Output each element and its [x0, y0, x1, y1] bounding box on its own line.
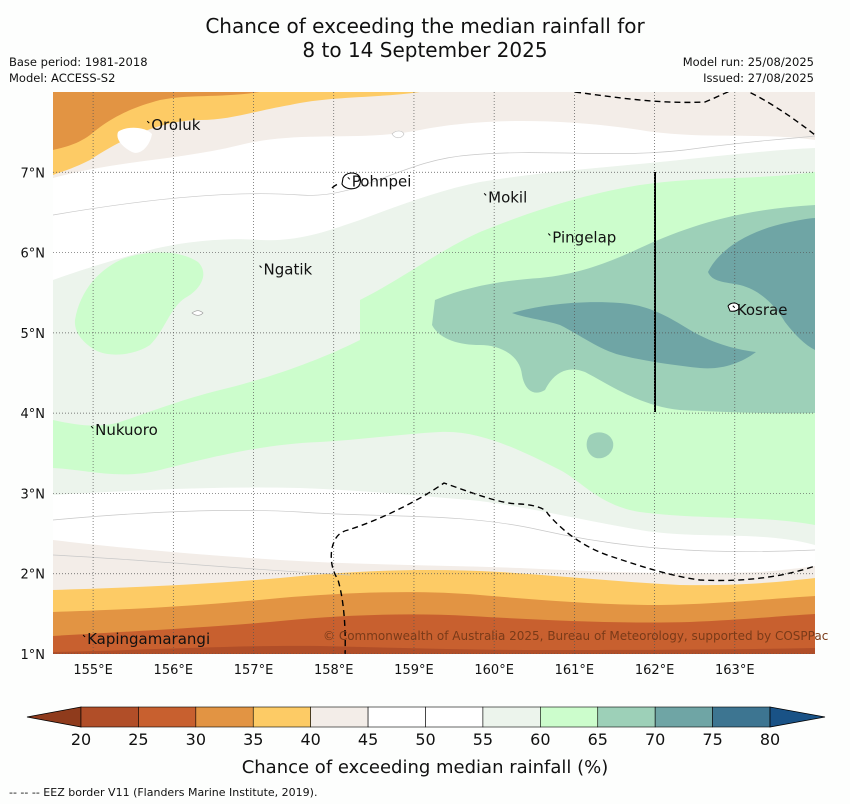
- x-tick-label: 162°E: [635, 663, 675, 678]
- y-tick-label: 7°N: [21, 166, 46, 181]
- place-tick: [146, 120, 150, 124]
- place-tick: [259, 265, 262, 268]
- model-name: Model: ACCESS-S2: [9, 71, 116, 85]
- model-run: Model run: 25/08/2025: [682, 55, 814, 69]
- issued-date: Issued: 27/08/2025: [703, 71, 814, 85]
- colorbar-tick-label: 40: [300, 730, 320, 749]
- place-tick: [483, 193, 487, 196]
- colorbar-tick-label: 25: [128, 730, 148, 749]
- place-tick: [90, 425, 94, 429]
- place-tick: [347, 176, 351, 180]
- colorbar-swatch: [482, 706, 541, 728]
- place-labels: Oroluk Pohnpei Mokil Pingelap Ngatik Kosrae Nu…: [87, 116, 787, 648]
- colorbar-swatch: [425, 706, 484, 728]
- colorbar-tick-label: 45: [358, 730, 378, 749]
- base-period: Base period: 1981-2018: [9, 55, 148, 69]
- colorbar-arrow-high: [769, 706, 826, 728]
- colorbar-swatch: [138, 706, 197, 728]
- band-30-35-north: [53, 92, 260, 150]
- y-tick-label: 6°N: [21, 247, 46, 262]
- colorbar-tick-label: 30: [186, 730, 206, 749]
- colorbar-arrow-low: [26, 706, 82, 728]
- colorbar-tick-label: 35: [243, 730, 263, 749]
- eez-border: [330, 92, 815, 654]
- y-tick-label: 2°N: [21, 568, 46, 583]
- map-title-line-2: 8 to 14 September 2025: [302, 38, 548, 62]
- colorbar: 20 25 30 35 40 45 50 55 60 65 70 75 80: [26, 706, 826, 749]
- x-tick-label: 156°E: [154, 663, 194, 678]
- place-tick: [82, 634, 86, 638]
- y-tick-label: 1°N: [21, 648, 46, 663]
- band-20-25-south: [53, 645, 815, 654]
- band-35-40-north: [53, 92, 420, 175]
- colorbar-tick-label: 70: [645, 730, 665, 749]
- copyright-text: © Commonwealth of Australia 2025, Bureau…: [323, 629, 828, 643]
- blob-white-oroluk: [117, 127, 152, 153]
- colorbar-swatch: [597, 706, 656, 728]
- small-blob-marker: [391, 130, 405, 139]
- colorbar-swatch: [712, 706, 771, 728]
- footer-note: -- -- -- EEZ border V11 (Flanders Marine…: [9, 786, 318, 799]
- colorbar-tick-label: 80: [760, 730, 780, 749]
- colorbar-title: Chance of exceeding median rainfall (%): [242, 757, 609, 778]
- x-tick-label: 155°E: [73, 663, 113, 678]
- map-title-line-1: Chance of exceeding the median rainfall …: [205, 14, 645, 38]
- colorbar-swatch: [195, 706, 254, 728]
- place-markers: [82, 120, 736, 638]
- colorbar-swatch: [252, 706, 311, 728]
- blob-60-65-west: [74, 252, 204, 355]
- x-tick-label: 160°E: [474, 663, 514, 678]
- y-tick-label: 5°N: [21, 327, 46, 342]
- place-label: Kosrae: [737, 301, 788, 319]
- graticule: [53, 92, 815, 654]
- place-tick: [732, 305, 736, 309]
- x-tick-label: 163°E: [715, 663, 755, 678]
- place-label: Pingelap: [552, 229, 616, 247]
- y-axis: 7°N 6°N 5°N 4°N 3°N 2°N 1°N: [21, 166, 46, 663]
- colorbar-swatch: [654, 706, 713, 728]
- x-tick-label: 161°E: [555, 663, 595, 678]
- colorbar-swatch: [367, 706, 426, 728]
- meta-right: Model run: 25/08/2025 Issued: 27/08/2025: [683, 54, 814, 86]
- rainfall-probability-map: [53, 92, 815, 654]
- colorbar-swatch: [540, 706, 599, 728]
- y-tick-label: 3°N: [21, 487, 46, 502]
- x-tick-label: 159°E: [394, 663, 434, 678]
- meta-left: Base period: 1981-2018 Model: ACCESS-S2: [9, 54, 148, 86]
- blob-65-70-south: [586, 432, 614, 459]
- y-tick-label: 4°N: [21, 407, 46, 422]
- place-label: Mokil: [488, 188, 527, 206]
- place-label: Ngatik: [264, 261, 313, 279]
- colorbar-tick-label: 60: [530, 730, 550, 749]
- colorbar-swatch: [310, 706, 369, 728]
- colorbar-tick-label: 50: [415, 730, 435, 749]
- place-label: Oroluk: [151, 116, 200, 134]
- x-tick-label: 158°E: [314, 663, 354, 678]
- place-label: Kapingamarangi: [87, 630, 210, 648]
- x-axis: 155°E 156°E 157°E 158°E 159°E 160°E 161°E 162°E…: [73, 663, 754, 678]
- colorbar-tick-label: 20: [71, 730, 91, 749]
- colorbar-swatch: [80, 706, 139, 728]
- pohnpei-island-shape: [341, 172, 361, 190]
- contour-lines: [53, 135, 815, 576]
- colorbar-tick-label: 75: [702, 730, 722, 749]
- place-label: Nukuoro: [95, 421, 158, 439]
- place-tick: [547, 233, 551, 236]
- colorbar-tick-label: 55: [473, 730, 493, 749]
- small-blob-marker-2: [191, 310, 204, 316]
- band-25-30-south: [53, 614, 815, 654]
- colorbar-tick-label: 65: [588, 730, 608, 749]
- x-tick-label: 157°E: [234, 663, 274, 678]
- core-70-75-center: [512, 302, 756, 369]
- place-label: Pohnpei: [352, 172, 412, 190]
